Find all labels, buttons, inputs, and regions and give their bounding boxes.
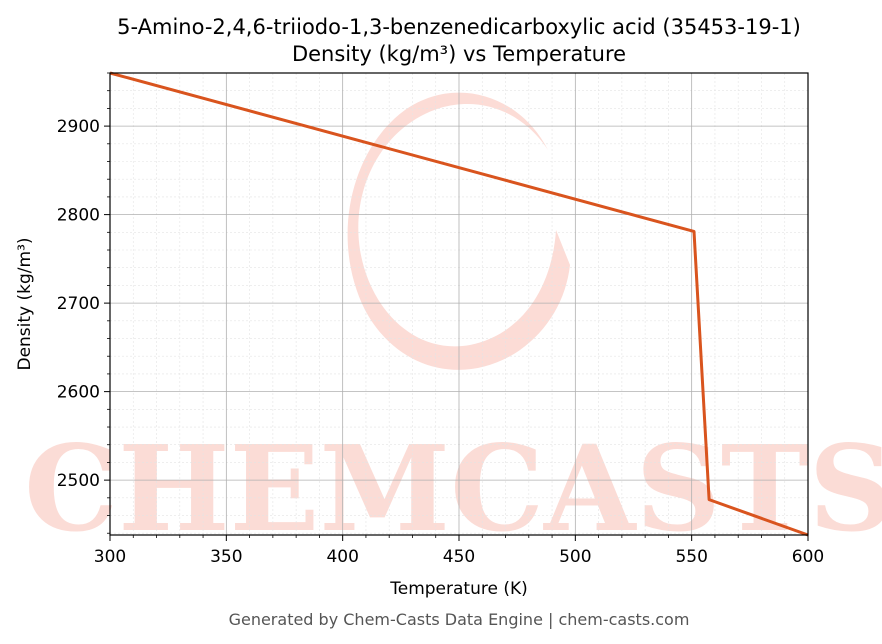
y-tick-label: 2900 bbox=[57, 117, 100, 137]
y-axis-label: Density (kg/m³) bbox=[15, 237, 35, 370]
x-tick-label: 400 bbox=[326, 547, 358, 567]
ticks: 300 350 400 450 500 550 600 2500 2600 2700 2800 290… bbox=[57, 72, 824, 567]
footer-credit: Generated by Chem-Casts Data Engine | ch… bbox=[229, 610, 690, 629]
x-tick-label: 350 bbox=[210, 547, 242, 567]
x-tick-label: 550 bbox=[675, 547, 707, 567]
y-tick-label: 2800 bbox=[57, 206, 100, 226]
x-tick-label: 450 bbox=[443, 547, 475, 567]
x-tick-label: 500 bbox=[559, 547, 591, 567]
series-layer bbox=[109, 71, 809, 537]
x-axis-label: Temperature (K) bbox=[389, 579, 528, 599]
y-tick-label: 2600 bbox=[57, 383, 100, 403]
watermark-text: CHEMCASTS bbox=[24, 419, 882, 558]
series-line bbox=[109, 71, 809, 537]
chart-title: 5-Amino-2,4,6-triiodo-1,3-benzenedicarbo… bbox=[117, 15, 801, 39]
chart-subtitle: Density (kg/m³) vs Temperature bbox=[292, 42, 626, 66]
x-tick-label: 300 bbox=[94, 547, 126, 567]
y-tick-label: 2500 bbox=[57, 471, 100, 491]
y-tick-label: 2700 bbox=[57, 294, 100, 314]
x-tick-label: 600 bbox=[792, 547, 824, 567]
